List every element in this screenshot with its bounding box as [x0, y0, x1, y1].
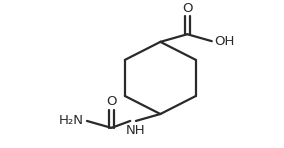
Text: O: O [182, 2, 193, 15]
Text: NH: NH [126, 124, 146, 137]
Text: OH: OH [215, 35, 235, 48]
Text: H₂N: H₂N [59, 114, 84, 127]
Text: O: O [106, 95, 117, 108]
